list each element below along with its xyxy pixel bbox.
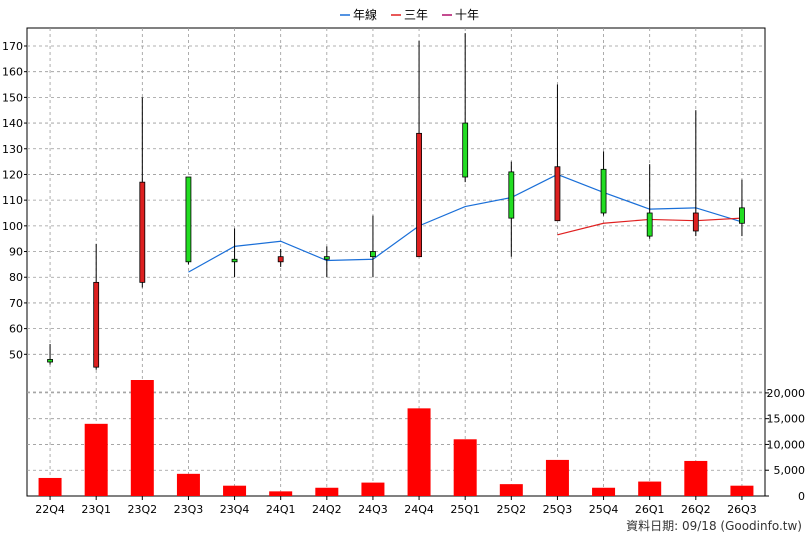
volume-bar: [315, 487, 339, 496]
volume-bar: [499, 484, 523, 496]
x-tick-label: 24Q2: [312, 503, 342, 516]
candle-body: [323, 256, 330, 260]
candle-body: [139, 181, 146, 283]
price-tick-label: 130: [2, 143, 23, 156]
candle-body: [277, 256, 284, 263]
x-tick-label: 24Q1: [266, 503, 296, 516]
price-tick-label: 160: [2, 66, 23, 79]
candle-body: [370, 251, 376, 258]
candle-body: [692, 212, 699, 232]
legend-label: 十年: [455, 8, 479, 22]
candle-body: [185, 176, 192, 263]
volume-bar: [269, 491, 293, 496]
x-tick-label: 26Q1: [635, 503, 665, 516]
price-tick-label: 70: [9, 297, 23, 310]
x-tick-label: 23Q4: [220, 503, 250, 516]
candle-body: [416, 132, 422, 258]
x-tick-label: 23Q1: [81, 503, 111, 516]
x-tick-label: 25Q3: [543, 503, 573, 516]
volume-bar: [545, 459, 569, 496]
volume-bar: [638, 481, 662, 496]
price-tick-label: 110: [2, 194, 23, 207]
candle-body: [93, 281, 100, 368]
volume-bar: [684, 460, 708, 496]
volume-bar: [453, 439, 477, 496]
x-tick-label: 25Q1: [450, 503, 480, 516]
volume-tick-label: 5,000: [774, 464, 806, 477]
price-tick-label: 50: [9, 348, 23, 361]
x-tick-label: 26Q2: [681, 503, 711, 516]
price-tick-label: 140: [2, 117, 23, 130]
volume-tick-label: 0: [798, 490, 805, 503]
volume-tick-label: 10,000: [767, 438, 806, 451]
price-tick-label: 90: [9, 246, 23, 259]
price-tick-label: 150: [2, 91, 23, 104]
volume-bar: [223, 485, 247, 496]
volume-bar: [407, 408, 431, 496]
candle-body: [47, 359, 53, 363]
price-tick-label: 80: [9, 271, 23, 284]
candle-body: [554, 166, 561, 222]
x-tick-label: 24Q4: [404, 503, 434, 516]
legend-label: 年線: [353, 7, 377, 22]
volume-bar: [176, 473, 200, 496]
volume-bar: [84, 423, 108, 496]
candle-body: [508, 171, 515, 219]
volume-tick-label: 20,000: [767, 387, 806, 400]
footer-source: 資料日期: 09/18 (Goodinfo.tw): [626, 519, 802, 533]
volume-bar: [592, 487, 616, 496]
price-tick-label: 60: [9, 323, 23, 336]
x-tick-label: 25Q4: [589, 503, 619, 516]
x-tick-label: 22Q4: [35, 503, 65, 516]
x-tick-label: 26Q3: [727, 503, 757, 516]
candle-body: [462, 122, 469, 178]
price-tick-label: 100: [2, 220, 23, 233]
volume-bar: [130, 380, 154, 496]
x-tick-label: 25Q2: [496, 503, 526, 516]
legend-label: 三年: [404, 8, 428, 22]
plot-frame: [26, 27, 766, 497]
candle-body: [739, 207, 745, 224]
candle-body: [231, 258, 238, 263]
x-tick-label: 24Q3: [358, 503, 388, 516]
volume-bar: [38, 477, 62, 496]
x-tick-label: 23Q2: [127, 503, 157, 516]
candle-body: [600, 168, 607, 214]
volume-tick-label: 15,000: [767, 413, 806, 426]
volume-bar: [361, 482, 385, 496]
candle-body: [646, 212, 653, 237]
x-tick-label: 23Q3: [174, 503, 204, 516]
volume-bar: [730, 485, 754, 496]
price-tick-label: 120: [2, 168, 23, 181]
price-tick-label: 170: [2, 40, 23, 53]
